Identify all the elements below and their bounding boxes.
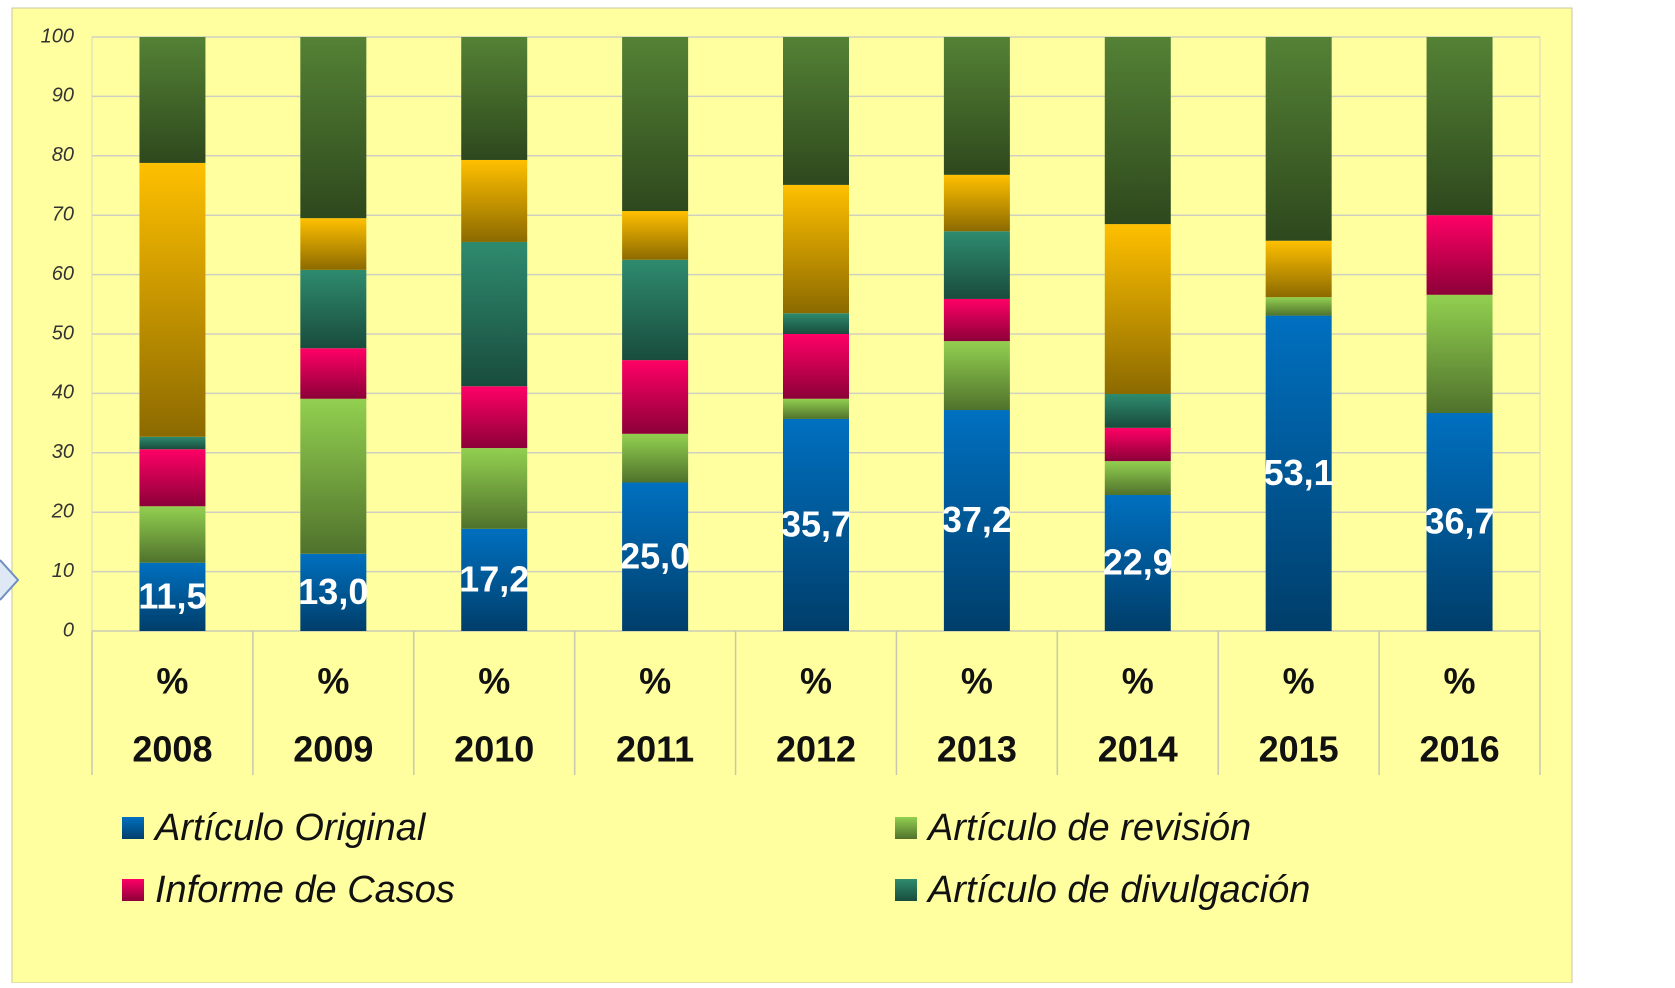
y-tick-label: 40 bbox=[52, 382, 74, 404]
side-arrow bbox=[0, 559, 20, 601]
bar-segment bbox=[783, 313, 849, 334]
x-tick-label: 2015 bbox=[1259, 729, 1339, 770]
bar-segment bbox=[1104, 494, 1171, 631]
legend-swatch bbox=[895, 879, 917, 901]
bar-segment bbox=[461, 528, 528, 631]
bar-segment bbox=[139, 449, 206, 507]
bar-segment bbox=[1426, 413, 1493, 631]
x-tick-label: % bbox=[478, 661, 510, 702]
legend-label: Artículo de revisión bbox=[926, 807, 1251, 849]
value-label: 53,1 bbox=[1264, 452, 1334, 493]
bar-segment bbox=[461, 241, 528, 387]
x-tick-label: % bbox=[1122, 661, 1154, 702]
x-tick-label: 2010 bbox=[454, 729, 534, 770]
y-tick-label: 100 bbox=[41, 25, 74, 47]
bar-segment bbox=[943, 174, 1010, 232]
bar-segment bbox=[300, 37, 367, 219]
bar-segment bbox=[139, 162, 206, 437]
y-tick-label: 80 bbox=[52, 144, 74, 166]
bar-segment bbox=[783, 37, 849, 185]
value-label: 17,2 bbox=[459, 558, 529, 599]
legend-label: Artículo Original bbox=[153, 807, 427, 849]
bar-segment bbox=[622, 433, 689, 483]
bar-segment bbox=[300, 553, 367, 631]
bar-segment bbox=[943, 410, 1010, 631]
bar-segment bbox=[1104, 224, 1171, 394]
bar-segment bbox=[783, 418, 849, 631]
bar-segment bbox=[622, 360, 689, 434]
bar-segment bbox=[1426, 294, 1493, 414]
bar-segment bbox=[783, 398, 849, 419]
bar-segment bbox=[1265, 240, 1332, 298]
bar-segment bbox=[461, 37, 528, 160]
bar-segment bbox=[461, 448, 528, 529]
bar-segment bbox=[1104, 427, 1171, 462]
value-label: 37,2 bbox=[942, 499, 1012, 540]
x-tick-label: % bbox=[317, 661, 349, 702]
bar-segment bbox=[300, 398, 367, 554]
x-tick-label: 2009 bbox=[293, 729, 373, 770]
bar-segment bbox=[1104, 393, 1171, 428]
bar-segment bbox=[622, 482, 689, 631]
y-tick-label: 10 bbox=[52, 560, 74, 582]
y-tick-label: 70 bbox=[52, 203, 74, 225]
bar-segment bbox=[139, 436, 206, 450]
x-tick-label: % bbox=[156, 661, 188, 702]
bar-segment bbox=[1265, 297, 1332, 316]
bar-segment bbox=[622, 37, 689, 212]
bar-segment bbox=[783, 184, 849, 314]
value-label: 13,0 bbox=[298, 571, 368, 612]
value-label: 22,9 bbox=[1103, 542, 1173, 583]
bar-segment bbox=[1426, 215, 1493, 295]
bar-segment bbox=[1104, 37, 1171, 225]
x-tick-label: 2011 bbox=[616, 729, 694, 770]
bar-segment bbox=[943, 37, 1010, 175]
y-tick-label: 60 bbox=[52, 263, 74, 285]
value-label: 36,7 bbox=[1425, 501, 1495, 542]
x-tick-label: % bbox=[961, 661, 993, 702]
y-tick-label: 30 bbox=[52, 441, 74, 463]
x-tick-label: 2013 bbox=[937, 729, 1017, 770]
value-label: 11,5 bbox=[138, 575, 206, 616]
x-tick-label: % bbox=[800, 661, 832, 702]
x-tick-label: % bbox=[639, 661, 671, 702]
legend-label: Artículo de divulgación bbox=[926, 869, 1310, 911]
bar-segment bbox=[783, 334, 849, 399]
x-tick-label: % bbox=[1444, 661, 1476, 702]
legend-label: Informe de Casos bbox=[155, 869, 455, 911]
y-tick-label: 50 bbox=[52, 322, 74, 344]
bar-segment bbox=[300, 269, 367, 349]
x-tick-label: % bbox=[1283, 661, 1315, 702]
bar-segment bbox=[1426, 37, 1493, 216]
bar-segment bbox=[943, 298, 1010, 342]
bar-segment bbox=[622, 259, 689, 361]
bar-segment bbox=[139, 37, 206, 163]
bar-segment bbox=[300, 348, 367, 399]
bar-segment bbox=[1265, 37, 1332, 241]
legend-swatch bbox=[122, 879, 144, 901]
bar-segment bbox=[1104, 461, 1171, 495]
value-label: 35,7 bbox=[781, 503, 851, 544]
legend-swatch bbox=[895, 817, 917, 839]
x-tick-label: 2008 bbox=[132, 729, 212, 770]
bar-segment bbox=[943, 231, 1010, 299]
x-tick-label: 2014 bbox=[1098, 729, 1178, 770]
bar-segment bbox=[139, 562, 206, 631]
y-tick-label: 20 bbox=[51, 500, 74, 522]
bar-segment bbox=[139, 506, 206, 563]
x-tick-label: 2016 bbox=[1420, 729, 1500, 770]
bar-segment bbox=[300, 218, 367, 270]
bar-segment bbox=[1265, 315, 1332, 631]
x-tick-label: 2012 bbox=[776, 729, 856, 770]
bar-segment bbox=[943, 341, 1010, 411]
y-tick-label: 0 bbox=[63, 619, 74, 641]
bar-segment bbox=[622, 211, 689, 260]
bar-segment bbox=[461, 159, 528, 242]
y-tick-label: 90 bbox=[52, 85, 74, 107]
bar-segment bbox=[461, 386, 528, 449]
value-label: 25,0 bbox=[620, 535, 690, 576]
legend-swatch bbox=[122, 817, 144, 839]
